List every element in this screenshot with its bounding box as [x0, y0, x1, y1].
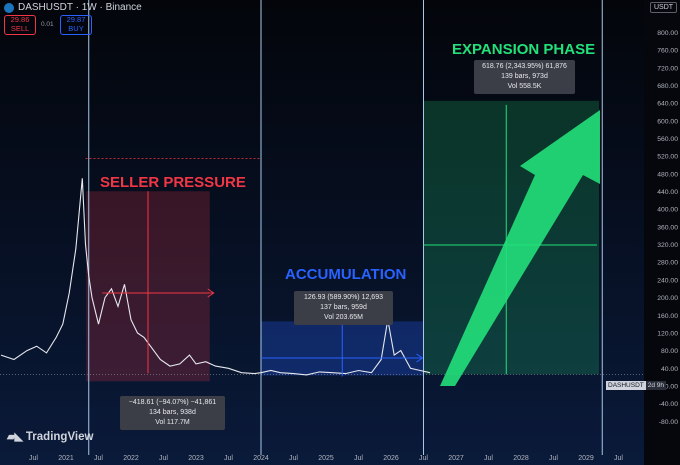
x-tick-label: Jul [549, 455, 558, 462]
expansion-change: 618.76 (2,343.95%) 61,876 [482, 63, 567, 70]
expansion-phase-label: EXPANSION PHASE [452, 41, 596, 58]
seller-volume: Vol 117.7M [155, 419, 190, 426]
y-tick-label: 760.00 [657, 48, 678, 55]
x-tick-label: Jul [354, 455, 363, 462]
accumulation-arrowhead [416, 353, 424, 363]
expansion-arrow [440, 110, 600, 386]
y-tick-label: 560.00 [657, 136, 678, 143]
x-tick-label: 2027 [448, 455, 464, 462]
y-tick-label: 320.00 [657, 242, 678, 249]
expansion-volume: Vol 558.5K [507, 83, 542, 90]
y-tick-label: 600.00 [657, 118, 678, 125]
y-tick-label: 0.00 [665, 384, 678, 391]
y-tick-label: 240.00 [657, 277, 678, 284]
x-tick-label: Jul [614, 455, 623, 462]
y-tick-label: 120.00 [657, 330, 678, 337]
y-tick-label: 40.00 [661, 366, 678, 373]
y-tick-label: -80.00 [659, 419, 678, 426]
spread-value: 0.01 [41, 21, 54, 28]
y-tick-label: 160.00 [657, 313, 678, 320]
tradingview-icon: ▰◣ [7, 431, 23, 443]
seller-change: −418.61 (−94.07%) −41,861 [128, 399, 217, 406]
symbol-title: DASHUSDT · 1W · Binance [18, 2, 142, 13]
x-tick-label: Jul [159, 455, 168, 462]
y-tick-label: 640.00 [657, 101, 678, 108]
x-tick-label: Jul [419, 455, 428, 462]
x-tick-label: 2028 [513, 455, 529, 462]
x-tick-label: 2026 [383, 455, 399, 462]
x-tick-label: 2022 [123, 455, 139, 462]
seller-bars: 134 bars, 938d [149, 409, 196, 416]
x-tick-label: Jul [29, 455, 38, 462]
price-tag-countdown: 2d 9h [645, 381, 667, 390]
sell-label: SELL [10, 23, 30, 33]
y-tick-label: 440.00 [657, 189, 678, 196]
seller-arrowhead [207, 288, 215, 298]
price-tag-symbol: DASHUSDT [606, 381, 646, 390]
y-tick-label: 80.00 [661, 348, 678, 355]
y-tick-label: 200.00 [657, 295, 678, 302]
x-tick-label: Jul [484, 455, 493, 462]
price-series [0, 178, 431, 376]
x-tick-label: 2024 [253, 455, 269, 462]
expansion-range-stats: 618.76 (2,343.95%) 61,876 139 bars, 973d… [474, 60, 575, 94]
x-tick-label: 2021 [58, 455, 74, 462]
symbol-header[interactable]: DASHUSDT · 1W · Binance [4, 2, 142, 13]
y-tick-label: -40.00 [659, 401, 678, 408]
currency-selector[interactable]: USDT [650, 2, 678, 13]
accumulation-bars: 137 bars, 959d [320, 304, 367, 311]
y-tick-label: 400.00 [657, 207, 678, 214]
x-tick-label: 2023 [188, 455, 204, 462]
y-tick-label: 280.00 [657, 260, 678, 267]
y-tick-label: 800.00 [657, 30, 678, 37]
y-tick-label: 680.00 [657, 83, 678, 90]
y-tick-label: 520.00 [657, 154, 678, 161]
accumulation-change: 126.93 (589.90%) 12,693 [303, 294, 383, 301]
x-tick-label: Jul [224, 455, 233, 462]
x-tick-label: Jul [94, 455, 103, 462]
seller-pressure-label: SELLER PRESSURE [100, 174, 246, 191]
tradingview-logo[interactable]: ▰◣ TradingView [7, 430, 94, 444]
x-tick-label: Jul [289, 455, 298, 462]
y-tick-label: 360.00 [657, 224, 678, 231]
seller-range-stats: −418.61 (−94.07%) −41,861 134 bars, 938d… [120, 396, 225, 430]
last-price-tag: DASHUSDT 2d 9h [606, 381, 667, 390]
tradingview-wordmark: TradingView [25, 430, 94, 443]
buy-price: 29.87 [66, 15, 86, 24]
sell-price: 29.86 [10, 15, 30, 24]
sell-button[interactable]: 29.86 SELL [4, 15, 36, 35]
buy-button[interactable]: 29.87 BUY [60, 15, 92, 35]
x-tick-label: 2029 [578, 455, 594, 462]
accumulation-volume: Vol 203.65M [324, 314, 363, 321]
y-tick-label: 480.00 [657, 171, 678, 178]
dash-coin-icon [4, 2, 14, 13]
accumulation-label: ACCUMULATION [285, 266, 407, 283]
x-tick-label: 2025 [318, 455, 334, 462]
buy-label: BUY [68, 23, 84, 33]
expansion-bars: 139 bars, 973d [501, 73, 548, 80]
y-tick-label: 720.00 [657, 65, 678, 72]
accumulation-range-stats: 126.93 (589.90%) 12,693 137 bars, 959d V… [294, 291, 393, 325]
